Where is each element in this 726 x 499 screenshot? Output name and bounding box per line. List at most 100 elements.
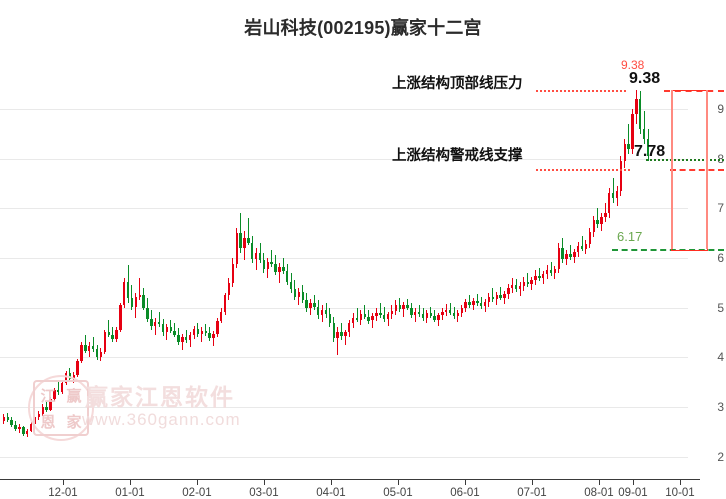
- candle-body: [503, 293, 506, 298]
- y-tick-label: 7: [717, 201, 724, 215]
- candle-body: [6, 416, 9, 420]
- candle-body: [301, 291, 304, 300]
- candle-body: [254, 252, 258, 259]
- candle-wick: [406, 298, 408, 311]
- candle-body: [635, 98, 638, 114]
- candle-body: [173, 331, 176, 336]
- candle-wick: [271, 250, 273, 267]
- candle-wick: [612, 178, 614, 204]
- gridline: [0, 357, 688, 358]
- candle-body: [379, 312, 382, 315]
- x-tick-label: 05-01: [383, 487, 413, 499]
- gridline: [0, 457, 688, 458]
- candle-body: [138, 295, 141, 297]
- candle-body: [569, 253, 572, 257]
- candle-body: [157, 321, 161, 325]
- x-tick-label: 04-01: [316, 487, 346, 499]
- candle-body: [80, 345, 83, 362]
- candle-body: [511, 284, 514, 288]
- candle-wick: [158, 311, 160, 328]
- candle-body: [348, 323, 351, 333]
- candle-body: [522, 281, 526, 286]
- gridline: [0, 407, 688, 408]
- candle-body: [336, 332, 339, 339]
- structure-box: [671, 89, 709, 252]
- candle-body: [165, 327, 169, 333]
- candle-body: [278, 266, 281, 272]
- candle-body: [596, 220, 599, 225]
- candle-body: [142, 295, 145, 308]
- candle-body: [274, 263, 277, 272]
- candle-wick: [247, 218, 249, 246]
- candle-body: [573, 251, 576, 257]
- candle-wick: [538, 267, 540, 281]
- candle-body: [495, 294, 498, 299]
- candle-body: [642, 128, 646, 139]
- candle-wick: [414, 307, 416, 322]
- candle-body: [425, 312, 429, 318]
- candle-body: [344, 332, 347, 337]
- candle-body: [95, 349, 99, 358]
- candle-wick: [550, 261, 552, 276]
- annotation-box-bottom-value: 6.17: [617, 229, 643, 244]
- candle-wick: [438, 312, 440, 327]
- candle-body: [580, 245, 584, 249]
- candle-body: [623, 143, 626, 162]
- support-connector-line: [536, 169, 630, 171]
- candle-body: [611, 193, 615, 199]
- gridline: [0, 109, 688, 110]
- candle-wick: [240, 213, 242, 253]
- candle-body: [150, 318, 153, 327]
- candle-body: [406, 304, 409, 308]
- candle-body: [390, 310, 394, 314]
- gridline: [0, 159, 688, 160]
- candle-body: [507, 287, 510, 294]
- y-tick-label: 3: [717, 400, 724, 414]
- candle-body: [49, 399, 52, 410]
- candle-body: [359, 313, 363, 320]
- candle-body: [309, 302, 312, 308]
- candle-wick: [476, 293, 478, 306]
- candle-body: [367, 316, 370, 321]
- x-tick-mark: [264, 479, 265, 485]
- candle-body: [115, 330, 118, 340]
- pressure-level-line: [664, 90, 724, 92]
- candle-wick: [282, 257, 284, 274]
- candle-body: [185, 337, 188, 341]
- candle-body: [212, 334, 215, 339]
- candle-body: [68, 373, 72, 380]
- candle-body: [99, 352, 103, 358]
- candle-body: [480, 302, 483, 306]
- candle-body: [456, 312, 460, 316]
- candle-body: [216, 320, 219, 335]
- candle-body: [208, 333, 211, 339]
- candle-body: [282, 266, 285, 271]
- candle-body: [592, 220, 595, 233]
- green-level-line-617: [612, 249, 724, 251]
- candle-body: [351, 317, 355, 324]
- candle-body: [270, 261, 273, 264]
- x-tick-label: 08-01: [584, 487, 614, 499]
- candle-body: [383, 314, 386, 319]
- candle-body: [464, 301, 467, 308]
- candle-body: [608, 193, 611, 214]
- candle-body: [565, 253, 568, 259]
- candle-wick: [337, 327, 339, 355]
- candle-body: [262, 259, 266, 269]
- candle-body: [499, 294, 502, 298]
- candle-body: [332, 323, 335, 339]
- candle-body: [196, 329, 200, 335]
- candle-body: [328, 313, 332, 324]
- candle-body: [487, 296, 491, 302]
- candle-body: [64, 373, 68, 384]
- candle-body: [402, 304, 405, 309]
- x-tick-mark: [331, 479, 332, 485]
- candle-wick: [399, 297, 401, 312]
- candle-wick: [379, 302, 381, 318]
- candle-body: [103, 332, 106, 353]
- candle-wick: [205, 324, 207, 337]
- candle-body: [235, 233, 238, 264]
- candle-body: [305, 299, 308, 308]
- annotation-top-pressure-value-small: 9.38: [621, 58, 645, 72]
- candle-wick: [457, 309, 459, 322]
